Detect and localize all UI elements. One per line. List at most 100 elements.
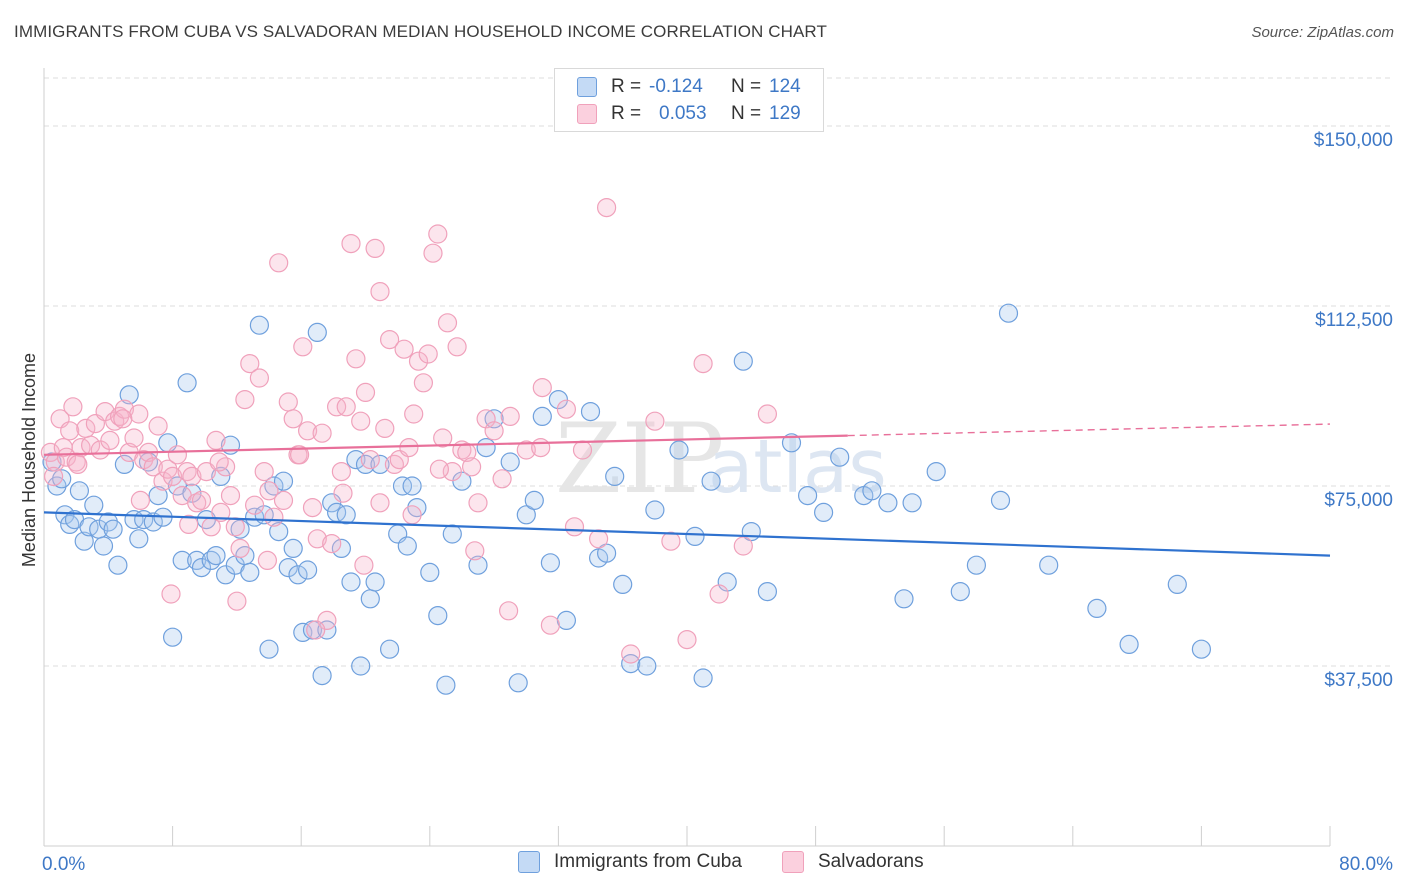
point-cuba (532, 406, 552, 426)
legend-row-salvadorans: R = 0.053 N = 129 (577, 101, 801, 127)
point-cuba (84, 495, 104, 515)
point-cuba (163, 627, 183, 647)
point-salvadorans (429, 459, 449, 479)
point-salvadorans (307, 529, 327, 549)
point-salvadorans (733, 536, 753, 556)
point-salvadorans (336, 397, 356, 417)
point-salvadorans (346, 349, 366, 369)
point-salvadorans (413, 373, 433, 393)
point-salvadorans (360, 450, 380, 470)
point-salvadorans (283, 409, 303, 429)
point-salvadorans (312, 423, 332, 443)
point-salvadorans (462, 457, 482, 477)
point-cuba (397, 536, 417, 556)
point-salvadorans (693, 354, 713, 374)
point-cuba (990, 490, 1011, 510)
point-cuba (637, 656, 657, 676)
legend-r-label: R = (611, 76, 642, 97)
point-cuba (172, 550, 192, 571)
point-cuba (645, 500, 665, 520)
point-salvadorans (56, 447, 77, 467)
trendline-salvadorans-extension (847, 423, 1331, 437)
point-cuba (540, 553, 561, 573)
point-salvadorans (114, 399, 135, 419)
point-salvadorans (564, 517, 585, 537)
point-cuba (605, 466, 625, 486)
point-cuba (307, 322, 327, 342)
point-cuba (468, 555, 488, 575)
legend-n-label: N = (731, 76, 762, 97)
point-salvadorans (556, 399, 577, 419)
point-salvadorans (468, 493, 488, 513)
point-salvadorans (259, 481, 279, 501)
point-salvadorans (129, 404, 149, 424)
point-salvadorans (230, 538, 250, 559)
point-salvadorans (331, 462, 351, 482)
point-salvadorans (43, 466, 64, 486)
point-cuba (298, 560, 318, 580)
point-salvadorans (249, 368, 269, 388)
point-salvadorans (500, 406, 520, 426)
point-salvadorans (394, 339, 414, 359)
point-cuba (74, 531, 94, 551)
point-cuba (216, 565, 236, 585)
point-cuba (55, 505, 75, 525)
point-salvadorans (269, 253, 289, 273)
point-salvadorans (60, 421, 80, 441)
point-salvadorans (245, 495, 265, 515)
point-salvadorans (124, 428, 144, 448)
point-cuba (878, 493, 898, 513)
point-cuba (119, 385, 139, 405)
point-salvadorans (375, 418, 395, 438)
point-salvadorans (661, 531, 681, 551)
point-salvadorans (100, 430, 120, 450)
point-salvadorans (572, 440, 593, 460)
y-tick-label: $112,500 (1315, 310, 1393, 331)
point-salvadorans (278, 392, 298, 412)
point-cuba (177, 373, 197, 393)
point-salvadorans (95, 402, 115, 422)
point-cuba (596, 543, 617, 563)
point-cuba (1119, 634, 1139, 655)
point-cuba (830, 447, 850, 467)
point-cuba (269, 521, 289, 542)
legend-n-value: 124 (769, 76, 801, 97)
point-cuba (556, 610, 577, 631)
point-cuba (669, 440, 689, 460)
point-salvadorans (227, 591, 247, 611)
point-cuba (524, 490, 544, 510)
point-salvadorans (428, 224, 448, 244)
point-cuba (278, 557, 298, 578)
point-salvadorans (211, 502, 231, 523)
point-salvadorans (447, 337, 467, 357)
point-salvadorans (492, 469, 512, 489)
point-salvadorans (163, 466, 183, 486)
legend-r-value: -0.124 (649, 76, 703, 97)
point-salvadorans (484, 421, 504, 441)
point-cuba (797, 486, 818, 506)
point-salvadorans (167, 445, 187, 465)
point-salvadorans (354, 555, 374, 575)
point-salvadorans (365, 238, 385, 258)
point-salvadorans (273, 490, 294, 510)
legend-swatch-pink (577, 104, 597, 124)
trendline-cuba (43, 511, 1331, 557)
point-salvadorans (341, 234, 361, 254)
x-tick-label: 80.0% (1339, 854, 1393, 875)
point-salvadorans (499, 601, 519, 621)
point-cuba (341, 572, 361, 592)
point-salvadorans (402, 505, 422, 525)
point-cuba (926, 462, 946, 482)
bottom-legend-swatch-blue (518, 851, 540, 873)
point-salvadorans (408, 351, 429, 371)
point-cuba (902, 493, 922, 513)
point-salvadorans (235, 390, 255, 410)
point-salvadorans (351, 411, 371, 431)
point-cuba (950, 581, 970, 602)
point-salvadorans (516, 440, 536, 460)
point-salvadorans (220, 486, 241, 506)
point-salvadorans (182, 466, 202, 486)
point-cuba (693, 668, 713, 688)
point-salvadorans (161, 584, 181, 604)
point-salvadorans (399, 438, 419, 458)
